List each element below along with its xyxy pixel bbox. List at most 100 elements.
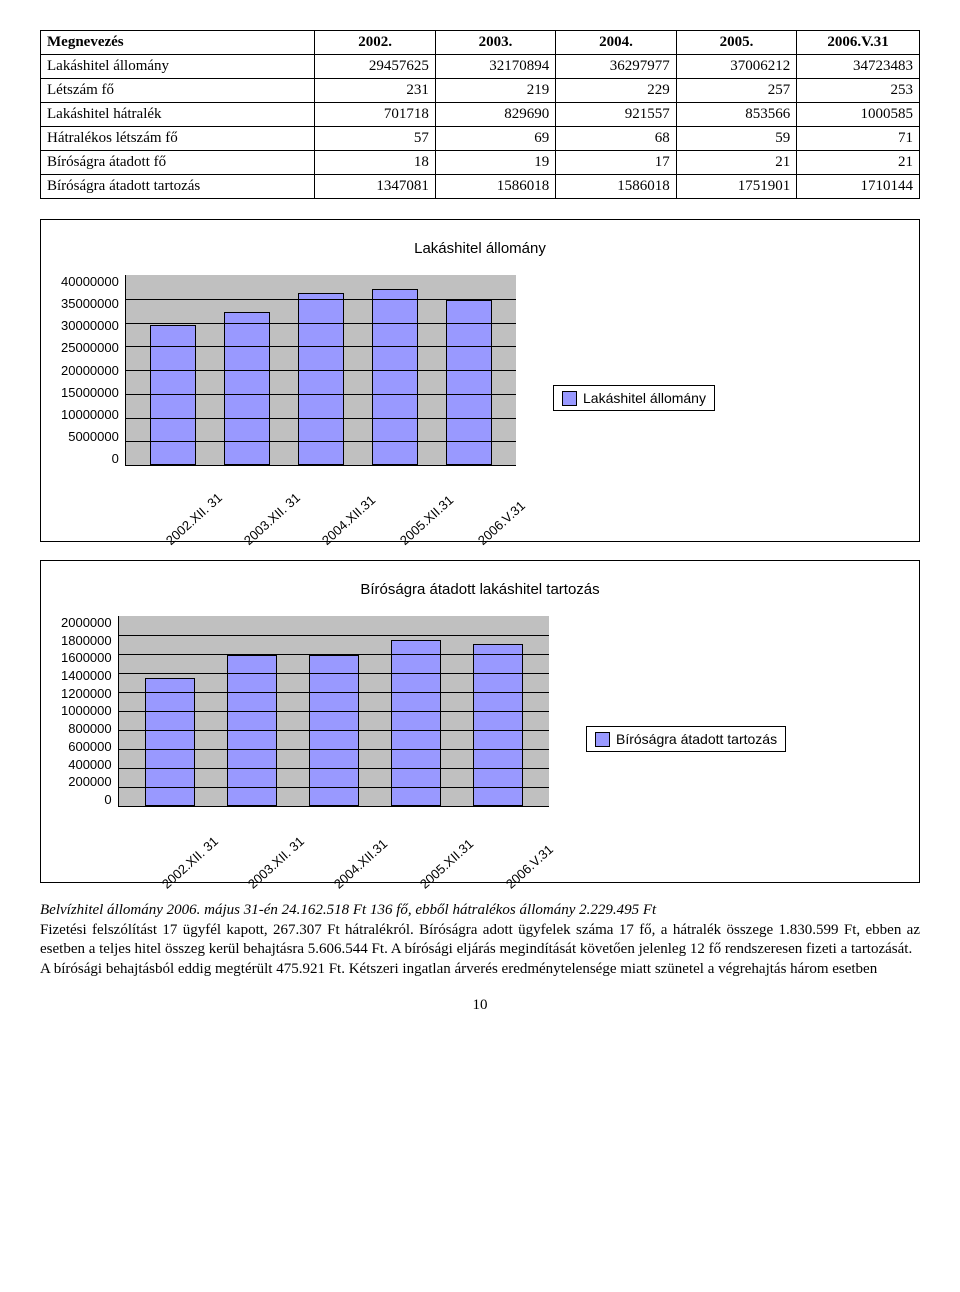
- row-label: Bíróságra átadott tartozás: [41, 175, 315, 199]
- row-value: 34723483: [797, 55, 920, 79]
- table-row: Bíróságra átadott fő1819172121: [41, 151, 920, 175]
- ytick-label: 400000: [61, 758, 112, 771]
- ytick-label: 2000000: [61, 616, 112, 629]
- bar: [372, 289, 418, 465]
- bar: [473, 644, 523, 806]
- row-value: 57: [315, 127, 435, 151]
- paragraph-line3: A bírósági behajtásból eddig megtérült 4…: [40, 961, 877, 977]
- row-value: 21: [797, 151, 920, 175]
- xtick-label: 2003.XII. 31: [241, 506, 285, 548]
- table-header: 2004.: [556, 31, 676, 55]
- table-header: Megnevezés: [41, 31, 315, 55]
- row-value: 231: [315, 79, 435, 103]
- row-label: Bíróságra átadott fő: [41, 151, 315, 175]
- row-value: 21: [676, 151, 796, 175]
- ytick-label: 1400000: [61, 669, 112, 682]
- xtick-label: 2005.XII.31: [397, 506, 441, 548]
- chart2-xaxis: 2002.XII. 312003.XII. 312004.XII.312005.…: [118, 819, 568, 862]
- ytick-label: 1600000: [61, 651, 112, 664]
- row-value: 19: [435, 151, 555, 175]
- chart1-legend: Lakáshitel állomány: [553, 385, 715, 411]
- row-value: 36297977: [556, 55, 676, 79]
- ytick-label: 1000000: [61, 704, 112, 717]
- table-row: Létszám fő231219229257253: [41, 79, 920, 103]
- chart1-legend-label: Lakáshitel állomány: [583, 390, 706, 406]
- table-header: 2006.V.31: [797, 31, 920, 55]
- table-row: Hátralékos létszám fő5769685971: [41, 127, 920, 151]
- bar: [446, 300, 492, 465]
- page-number: 10: [40, 997, 920, 1014]
- row-label: Hátralékos létszám fő: [41, 127, 315, 151]
- ytick-label: 35000000: [61, 297, 119, 310]
- chart1-title: Lakáshitel állomány: [61, 240, 899, 257]
- ytick-label: 1200000: [61, 687, 112, 700]
- ytick-label: 800000: [61, 722, 112, 735]
- ytick-label: 40000000: [61, 275, 119, 288]
- xtick-label: 2002.XII. 31: [159, 847, 206, 892]
- table-header: 2002.: [315, 31, 435, 55]
- ytick-label: 30000000: [61, 319, 119, 332]
- xtick-label: 2004.XII.31: [319, 506, 363, 548]
- row-value: 257: [676, 79, 796, 103]
- row-value: 29457625: [315, 55, 435, 79]
- table-header: 2005.: [676, 31, 796, 55]
- row-label: Létszám fő: [41, 79, 315, 103]
- ytick-label: 25000000: [61, 341, 119, 354]
- legend-swatch-icon: [595, 732, 610, 747]
- ytick-label: 10000000: [61, 408, 119, 421]
- row-value: 37006212: [676, 55, 796, 79]
- chart2-yaxis: 2000000180000016000001400000120000010000…: [61, 616, 118, 806]
- row-value: 853566: [676, 103, 796, 127]
- paragraph-line2: Fizetési felszólítást 17 ügyfél kapott, …: [40, 922, 920, 958]
- xtick-label: 2003.XII. 31: [245, 847, 292, 892]
- row-value: 1751901: [676, 175, 796, 199]
- xtick-label: 2006.V.31: [503, 847, 550, 892]
- chart2-legend: Bíróságra átadott tartozás: [586, 726, 786, 752]
- row-value: 59: [676, 127, 796, 151]
- data-table: Megnevezés2002.2003.2004.2005.2006.V.31 …: [40, 30, 920, 199]
- ytick-label: 200000: [61, 775, 112, 788]
- table-row: Lakáshitel állomány294576253217089436297…: [41, 55, 920, 79]
- chart-birosagra-atadott: Bíróságra átadott lakáshitel tartozás 20…: [40, 560, 920, 883]
- xtick-label: 2004.XII.31: [331, 847, 378, 892]
- row-value: 219: [435, 79, 555, 103]
- ytick-label: 15000000: [61, 386, 119, 399]
- ytick-label: 1800000: [61, 634, 112, 647]
- table-row: Bíróságra átadott tartozás13470811586018…: [41, 175, 920, 199]
- row-value: 1000585: [797, 103, 920, 127]
- chart-lakashitel-allomany: Lakáshitel állomány 40000000 35000000 3000…: [40, 219, 920, 542]
- row-value: 1347081: [315, 175, 435, 199]
- xtick-label: 2005.XII.31: [417, 847, 464, 892]
- row-value: 1586018: [435, 175, 555, 199]
- row-value: 17: [556, 151, 676, 175]
- xtick-label: 2002.XII. 31: [163, 506, 207, 548]
- ytick-label: 20000000: [61, 364, 119, 377]
- row-value: 69: [435, 127, 555, 151]
- ytick-label: 0: [61, 793, 112, 806]
- bar: [391, 640, 441, 806]
- row-label: Lakáshitel hátralék: [41, 103, 315, 127]
- row-value: 253: [797, 79, 920, 103]
- chart1-xaxis: 2002.XII. 312003.XII. 312004.XII.312005.…: [125, 478, 535, 521]
- row-value: 1586018: [556, 175, 676, 199]
- ytick-label: 600000: [61, 740, 112, 753]
- row-value: 701718: [315, 103, 435, 127]
- table-row: Lakáshitel hátralék701718829690921557853…: [41, 103, 920, 127]
- legend-swatch-icon: [562, 391, 577, 406]
- xtick-label: 2006.V.31: [475, 506, 519, 548]
- chart1-plot: [125, 275, 516, 466]
- row-value: 71: [797, 127, 920, 151]
- table-header: 2003.: [435, 31, 555, 55]
- chart2-plot: [118, 616, 549, 807]
- chart2-title: Bíróságra átadott lakáshitel tartozás: [61, 581, 899, 598]
- chart1-yaxis: 40000000 35000000 30000000 25000000 20000000…: [61, 275, 125, 465]
- chart2-legend-label: Bíróságra átadott tartozás: [616, 731, 777, 747]
- paragraph-italic-line: Belvízhitel állomány 2006. május 31-én 2…: [40, 902, 656, 918]
- bar: [298, 293, 344, 465]
- row-value: 68: [556, 127, 676, 151]
- body-paragraph: Belvízhitel állomány 2006. május 31-én 2…: [40, 901, 920, 979]
- ytick-label: 0: [61, 452, 119, 465]
- row-value: 829690: [435, 103, 555, 127]
- row-value: 32170894: [435, 55, 555, 79]
- row-value: 229: [556, 79, 676, 103]
